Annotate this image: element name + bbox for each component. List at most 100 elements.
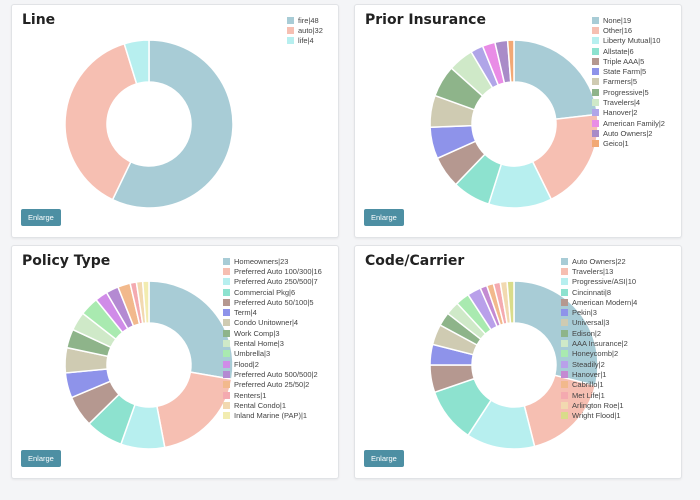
legend-swatch xyxy=(223,350,230,358)
legend-item-term[interactable]: Term|4 xyxy=(223,307,322,317)
legend-item-steadily[interactable]: Steadily|2 xyxy=(561,359,637,369)
legend-item-allstate[interactable]: Allstate|6 xyxy=(592,46,665,56)
legend-swatch xyxy=(223,278,230,286)
legend-label: Preferred Auto 500/500|2 xyxy=(234,369,318,379)
slice-life[interactable] xyxy=(123,39,150,85)
legend-label: Progressive|5 xyxy=(603,87,649,97)
chart-legend: fire|48 auto|32 life|4 xyxy=(287,15,323,60)
slice-preferred-auto-100-300[interactable] xyxy=(156,371,233,449)
slice-geico[interactable] xyxy=(506,39,515,83)
legend-item-wright-flood[interactable]: Wright Flood|1 xyxy=(561,410,637,420)
legend-swatch xyxy=(561,360,568,368)
enlarge-button[interactable]: Enlarge xyxy=(21,209,61,226)
legend-item-renters[interactable]: Renters|1 xyxy=(223,390,322,400)
legend-item-none[interactable]: None|19 xyxy=(592,15,665,25)
legend-swatch xyxy=(223,340,230,348)
legend-item-inland-marine-pap[interactable]: Inland Marine (PAP)|1 xyxy=(223,410,322,420)
donut-chart xyxy=(429,39,599,209)
legend-swatch xyxy=(592,129,599,137)
legend-item-preferred-auto-25-50[interactable]: Preferred Auto 25/50|2 xyxy=(223,380,322,390)
slice-none[interactable] xyxy=(513,39,599,121)
legend-item-hanover[interactable]: Hanover|1 xyxy=(561,369,637,379)
legend-item-travelers[interactable]: Travelers|4 xyxy=(592,97,665,107)
legend-label: life|4 xyxy=(298,36,314,46)
enlarge-button[interactable]: Enlarge xyxy=(21,450,61,467)
legend-swatch xyxy=(561,350,568,358)
legend-label: Pekin|3 xyxy=(572,308,597,318)
legend-item-universal[interactable]: Universal|3 xyxy=(561,318,637,328)
slice-fire[interactable] xyxy=(111,39,234,209)
slice-wright-flood[interactable] xyxy=(506,280,515,324)
legend-item-auto-owners[interactable]: Auto Owners|22 xyxy=(561,256,637,266)
legend-item-preferred-auto-500-500[interactable]: Preferred Auto 500/500|2 xyxy=(223,369,322,379)
legend-label: Flood|2 xyxy=(234,359,259,369)
legend-item-met-life[interactable]: Met Life|1 xyxy=(561,390,637,400)
legend-swatch xyxy=(561,381,568,389)
legend-item-fire[interactable]: fire|48 xyxy=(287,15,323,25)
legend-item-cabrillo[interactable]: Cabrillo|1 xyxy=(561,380,637,390)
legend-swatch xyxy=(592,57,599,65)
prior-insurance-card: Prior Insurance None|19 Other|16 Liberty M… xyxy=(354,4,682,238)
legend-item-cincinnati[interactable]: Cincinnati|8 xyxy=(561,287,637,297)
legend-item-farmers[interactable]: Farmers|5 xyxy=(592,77,665,87)
legend-item-work-comp[interactable]: Work Comp|3 xyxy=(223,328,322,338)
legend-label: Travelers|13 xyxy=(572,266,614,276)
legend-label: Progressive/ASI|10 xyxy=(572,277,637,287)
legend-item-preferred-auto-250-500[interactable]: Preferred Auto 250/500|7 xyxy=(223,277,322,287)
legend-item-hanover[interactable]: Hanover|2 xyxy=(592,108,665,118)
legend-label: fire|48 xyxy=(298,15,319,25)
card-title: Policy Type xyxy=(22,253,111,269)
legend-item-pekin[interactable]: Pekin|3 xyxy=(561,307,637,317)
chart-legend: Homeowners|23 Preferred Auto 100/300|16 Pr… xyxy=(223,256,322,428)
legend-item-auto[interactable]: auto|32 xyxy=(287,25,323,35)
legend-item-flood[interactable]: Flood|2 xyxy=(223,359,322,369)
legend-swatch xyxy=(592,78,599,86)
legend-item-progressive[interactable]: Progressive|5 xyxy=(592,87,665,97)
legend-label: Condo Unitowner|4 xyxy=(234,318,299,328)
legend-item-american-modern[interactable]: American Modern|4 xyxy=(561,297,637,307)
legend-swatch xyxy=(561,370,568,378)
legend-item-commercial-pkg[interactable]: Commercial Pkg|6 xyxy=(223,287,322,297)
legend-label: Preferred Auto 50/100|5 xyxy=(234,297,314,307)
legend-swatch xyxy=(223,309,230,317)
slice-auto[interactable] xyxy=(64,42,138,201)
legend-swatch xyxy=(592,140,599,148)
legend-item-progressive-asi[interactable]: Progressive/ASI|10 xyxy=(561,277,637,287)
legend-item-homeowners[interactable]: Homeowners|23 xyxy=(223,256,322,266)
legend-swatch xyxy=(561,309,568,317)
legend-swatch xyxy=(223,257,230,265)
legend-item-honeycomb[interactable]: Honeycomb|2 xyxy=(561,349,637,359)
legend-item-preferred-auto-100-300[interactable]: Preferred Auto 100/300|16 xyxy=(223,266,322,276)
legend-label: Work Comp|3 xyxy=(234,328,280,338)
legend-item-arlington-roe[interactable]: Arlington Roe|1 xyxy=(561,400,637,410)
legend-swatch xyxy=(561,329,568,337)
legend-item-life[interactable]: life|4 xyxy=(287,36,323,46)
legend-item-rental-home[interactable]: Rental Home|3 xyxy=(223,338,322,348)
enlarge-button[interactable]: Enlarge xyxy=(364,450,404,467)
slice-homeowners[interactable] xyxy=(148,280,234,381)
legend-swatch xyxy=(561,298,568,306)
legend-item-travelers[interactable]: Travelers|13 xyxy=(561,266,637,276)
legend-item-triple-aaa[interactable]: Triple AAA|5 xyxy=(592,56,665,66)
legend-item-rental-condo[interactable]: Rental Condo|1 xyxy=(223,400,322,410)
legend-item-aaa-insurance[interactable]: AAA Insurance|2 xyxy=(561,338,637,348)
legend-swatch xyxy=(223,412,230,420)
legend-item-other[interactable]: Other|16 xyxy=(592,25,665,35)
legend-label: Wright Flood|1 xyxy=(572,411,621,421)
legend-item-umbrella[interactable]: Umbrella|3 xyxy=(223,349,322,359)
enlarge-button[interactable]: Enlarge xyxy=(364,209,404,226)
legend-item-condo-unitowner[interactable]: Condo Unitowner|4 xyxy=(223,318,322,328)
slice-auto-owners[interactable] xyxy=(513,280,599,387)
legend-label: Universal|3 xyxy=(572,318,610,328)
slice-inland-marine-pap[interactable] xyxy=(141,280,150,324)
legend-item-geico[interactable]: Geico|1 xyxy=(592,139,665,149)
legend-item-edison[interactable]: Edison|2 xyxy=(561,328,637,338)
legend-item-auto-owners[interactable]: Auto Owners|2 xyxy=(592,128,665,138)
legend-item-state-farm[interactable]: State Farm|5 xyxy=(592,66,665,76)
card-title: Line xyxy=(22,12,56,28)
legend-swatch xyxy=(561,401,568,409)
legend-item-preferred-auto-50-100[interactable]: Preferred Auto 50/100|5 xyxy=(223,297,322,307)
legend-label: Allstate|6 xyxy=(603,46,634,56)
legend-item-american-family[interactable]: American Family|2 xyxy=(592,118,665,128)
legend-item-liberty-mutual[interactable]: Liberty Mutual|10 xyxy=(592,36,665,46)
